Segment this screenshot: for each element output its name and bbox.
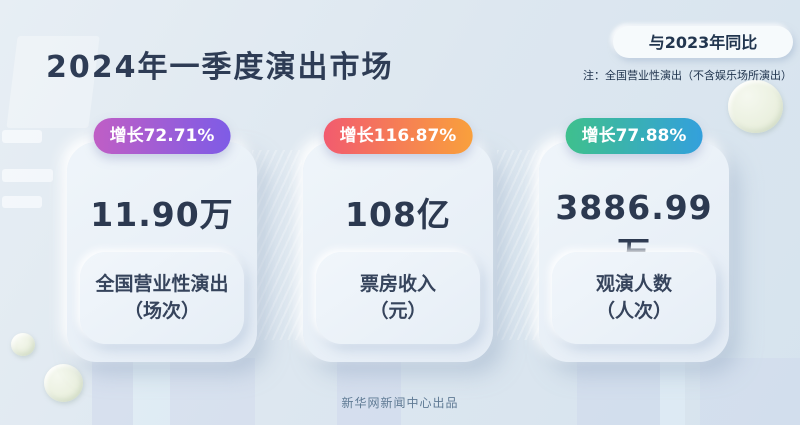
stat-unit: （人次）	[595, 300, 672, 322]
comparison-pill: 与2023年同比	[613, 26, 793, 58]
stat-label: 票房收入	[359, 273, 436, 296]
bottom-band-decoration	[92, 358, 133, 425]
stat-label-panel: 全国营业性演出 （场次）	[80, 252, 244, 344]
stat-unit: （场次）	[123, 300, 200, 322]
bottom-band-decoration	[660, 358, 685, 425]
bottom-band-decoration	[170, 358, 255, 425]
credit-line: 新华网新闻中心出品	[341, 396, 459, 410]
stat-value: 11.90万	[90, 195, 234, 234]
stat-card-box-office: 增长116.87% 108亿 票房收入 （元）	[303, 118, 493, 362]
bottom-band-decoration	[133, 358, 170, 425]
growth-badge: 增长77.88%	[565, 118, 703, 154]
left-bar-decoration	[2, 169, 53, 182]
bottom-band-decoration	[700, 358, 800, 425]
hatch-texture-decoration	[252, 150, 302, 340]
hatch-texture-decoration	[497, 150, 547, 340]
stat-label: 全国营业性演出	[95, 273, 229, 296]
stat-card-audience: 增长77.88% 3886.99万 观演人数 （人次）	[539, 118, 729, 362]
footnote: 注：全国营业性演出（不含娱乐场所演出）	[583, 69, 792, 82]
stat-value: 108亿	[345, 195, 451, 234]
stat-label-panel: 观演人数 （人次）	[552, 252, 716, 344]
coin-icon	[728, 80, 783, 133]
stat-label: 观演人数	[595, 273, 672, 296]
stat-unit: （元）	[369, 300, 427, 322]
coin-icon	[11, 333, 35, 356]
stat-card-performances: 增长72.71% 11.90万 全国营业性演出 （场次）	[67, 118, 257, 362]
growth-badge: 增长72.71%	[93, 118, 231, 154]
left-bar-decoration	[2, 130, 42, 143]
bottom-band-decoration	[577, 358, 660, 425]
bottom-band-decoration	[337, 358, 401, 425]
left-bar-decoration	[2, 196, 42, 208]
page-title: 2024年一季度演出市场	[46, 50, 394, 85]
stat-label-panel: 票房收入 （元）	[316, 252, 480, 344]
coin-icon	[44, 364, 83, 402]
growth-badge: 增长116.87%	[323, 118, 473, 154]
